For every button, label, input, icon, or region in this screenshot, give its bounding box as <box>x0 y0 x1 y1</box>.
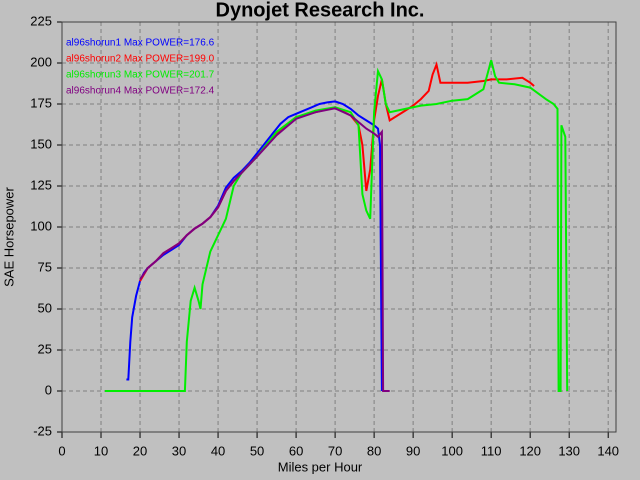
x-tick-label: 20 <box>133 443 147 458</box>
x-tick-label: 40 <box>211 443 225 458</box>
y-tick-label: 25 <box>38 341 52 356</box>
series-line <box>104 59 569 392</box>
y-tick-label: 75 <box>38 259 52 274</box>
x-tick-label: 120 <box>519 443 541 458</box>
y-tick-label: 200 <box>30 54 52 69</box>
y-axis-label: SAE Horsepower <box>1 186 16 286</box>
y-tick-label: 50 <box>38 300 52 315</box>
y-tick-label: 225 <box>30 13 52 28</box>
x-tick-label: 80 <box>367 443 381 458</box>
plot-frame <box>61 21 617 433</box>
x-tick-label: 10 <box>94 443 108 458</box>
y-tick-label: 150 <box>30 136 52 151</box>
y-tick-label: 175 <box>30 95 52 110</box>
chart-title: Dynojet Research Inc. <box>216 0 425 21</box>
x-tick-label: 140 <box>597 443 619 458</box>
series-line <box>139 107 390 392</box>
x-tick-label: 90 <box>406 443 420 458</box>
x-tick-label: 70 <box>328 443 342 458</box>
x-tick-label: 100 <box>441 443 463 458</box>
y-tick-label: 100 <box>30 218 52 233</box>
y-tick-label: 125 <box>30 177 52 192</box>
legend-entry: al96shorun3 Max POWER=201.7 <box>66 70 215 81</box>
x-axis-label: Miles per Hour <box>278 459 363 474</box>
x-tick-label: 50 <box>250 443 264 458</box>
x-tick-label: 110 <box>481 443 502 458</box>
x-tick-label: 130 <box>558 443 580 458</box>
legend-entry: al96shorun1 Max POWER=176.6 <box>66 38 215 49</box>
x-tick-label: 30 <box>172 443 186 458</box>
y-tick-label: -25 <box>33 423 52 438</box>
y-tick-label: 0 <box>45 382 52 397</box>
x-tick-label: 0 <box>58 443 65 458</box>
legend-entry: al96shorun2 Max POWER=199.0 <box>66 54 215 65</box>
legend-entry: al96shorun4 Max POWER=172.4 <box>66 86 215 97</box>
x-tick-label: 60 <box>289 443 303 458</box>
